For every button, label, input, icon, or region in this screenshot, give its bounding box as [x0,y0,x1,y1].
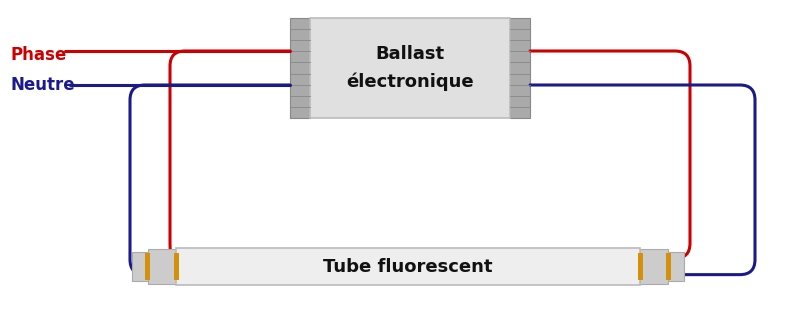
Text: Tube fluorescent: Tube fluorescent [323,258,493,276]
Text: Phase: Phase [10,46,66,64]
Bar [640,249,668,284]
Bar [310,18,510,118]
Bar [510,18,530,118]
Bar [174,253,179,280]
Bar [148,249,176,284]
Bar [668,252,684,281]
Bar [132,252,148,281]
Bar [666,253,671,280]
Text: Neutre: Neutre [10,76,74,94]
Bar [290,18,310,118]
Bar [145,253,150,280]
Text: Ballast
électronique: Ballast électronique [346,45,474,90]
Bar [176,248,640,285]
Bar [638,253,643,280]
